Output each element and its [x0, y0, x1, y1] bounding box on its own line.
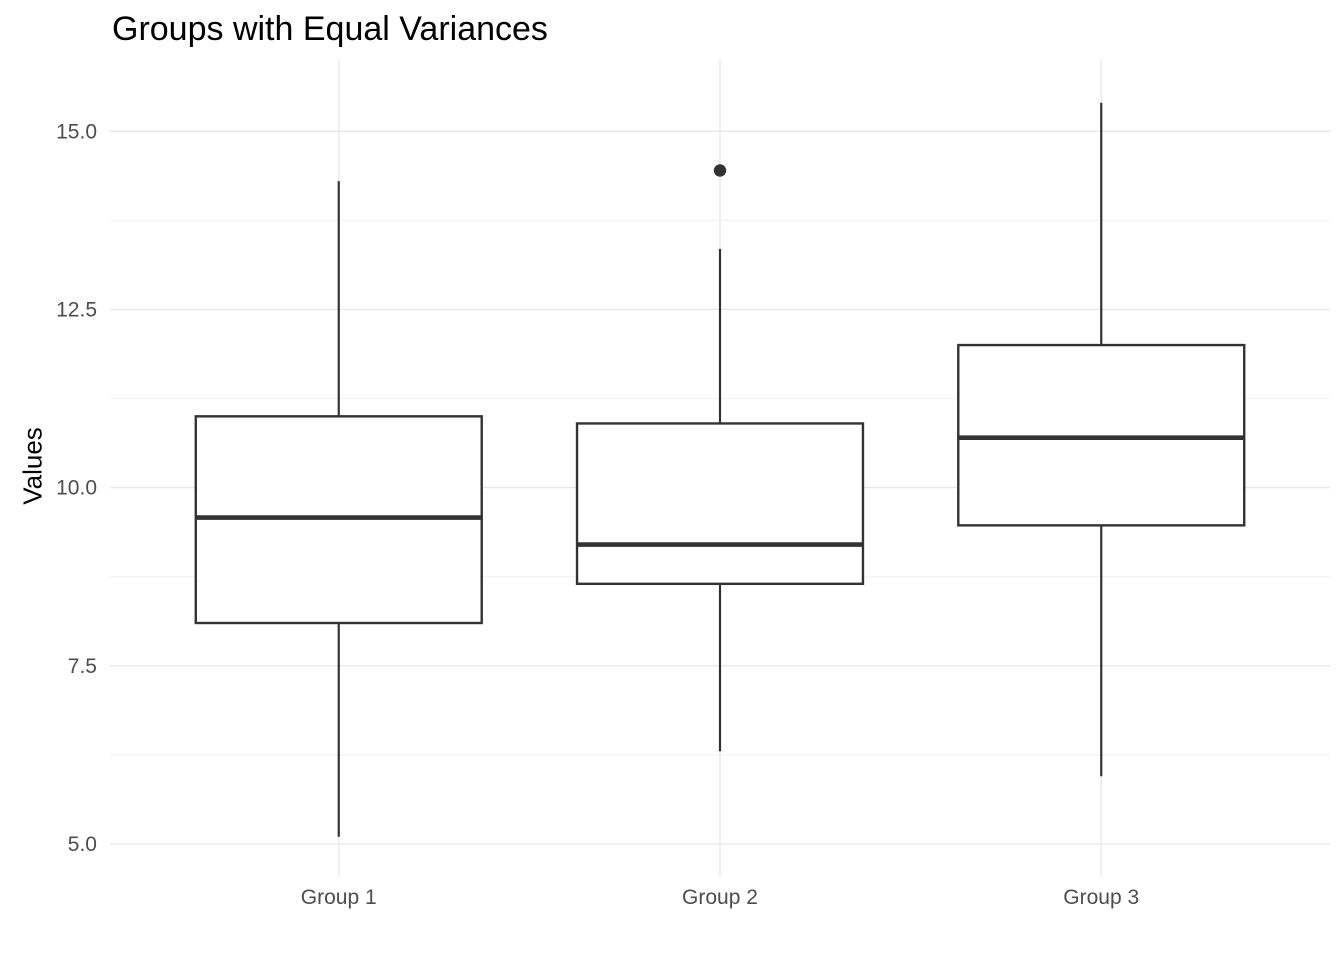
- y-tick-label: 10.0: [56, 477, 97, 500]
- x-tick-label: Group 1: [301, 886, 377, 909]
- x-tick-label: Group 3: [1063, 886, 1139, 909]
- chart-title: Groups with Equal Variances: [112, 10, 548, 48]
- x-tick-label: Group 2: [682, 886, 758, 909]
- y-tick-label: 5.0: [68, 833, 97, 856]
- y-tick-label: 12.5: [56, 298, 97, 321]
- y-tick-label: 15.0: [56, 120, 97, 143]
- outlier-point: [713, 164, 727, 177]
- box-iqr: [575, 422, 865, 586]
- y-tick-label: 7.5: [68, 655, 97, 678]
- box-iqr: [957, 343, 1246, 527]
